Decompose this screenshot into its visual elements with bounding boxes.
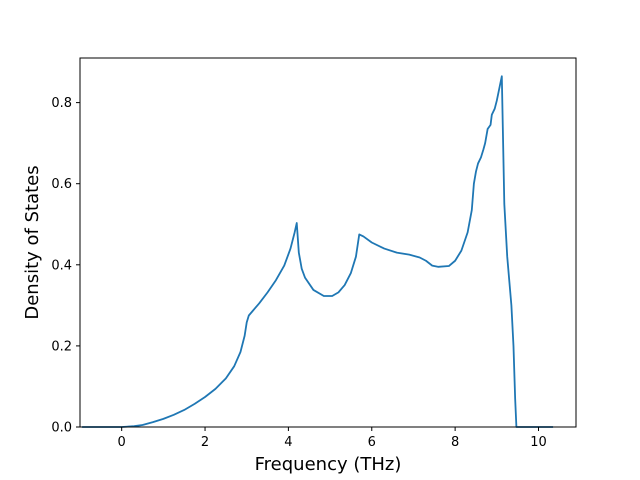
- x-tick-label: 0: [118, 435, 126, 450]
- plot-area-frame: [79, 57, 577, 428]
- y-tick-label: 0.0: [51, 421, 72, 436]
- y-axis-label: Density of States: [22, 165, 43, 319]
- x-tick-label: 6: [368, 435, 376, 450]
- y-tick-label: 0.8: [51, 96, 72, 111]
- dos-series-line: [82, 75, 554, 428]
- x-tick-label: 10: [530, 435, 547, 450]
- x-tick-label: 4: [284, 435, 292, 450]
- y-tick-label: 0.4: [51, 258, 72, 273]
- y-tick-label: 0.6: [51, 177, 72, 192]
- x-tick-label: 2: [201, 435, 209, 450]
- y-tick-label: 0.2: [51, 339, 72, 354]
- x-axis-label: Frequency (THz): [255, 454, 402, 475]
- x-tick-label: 8: [451, 435, 459, 450]
